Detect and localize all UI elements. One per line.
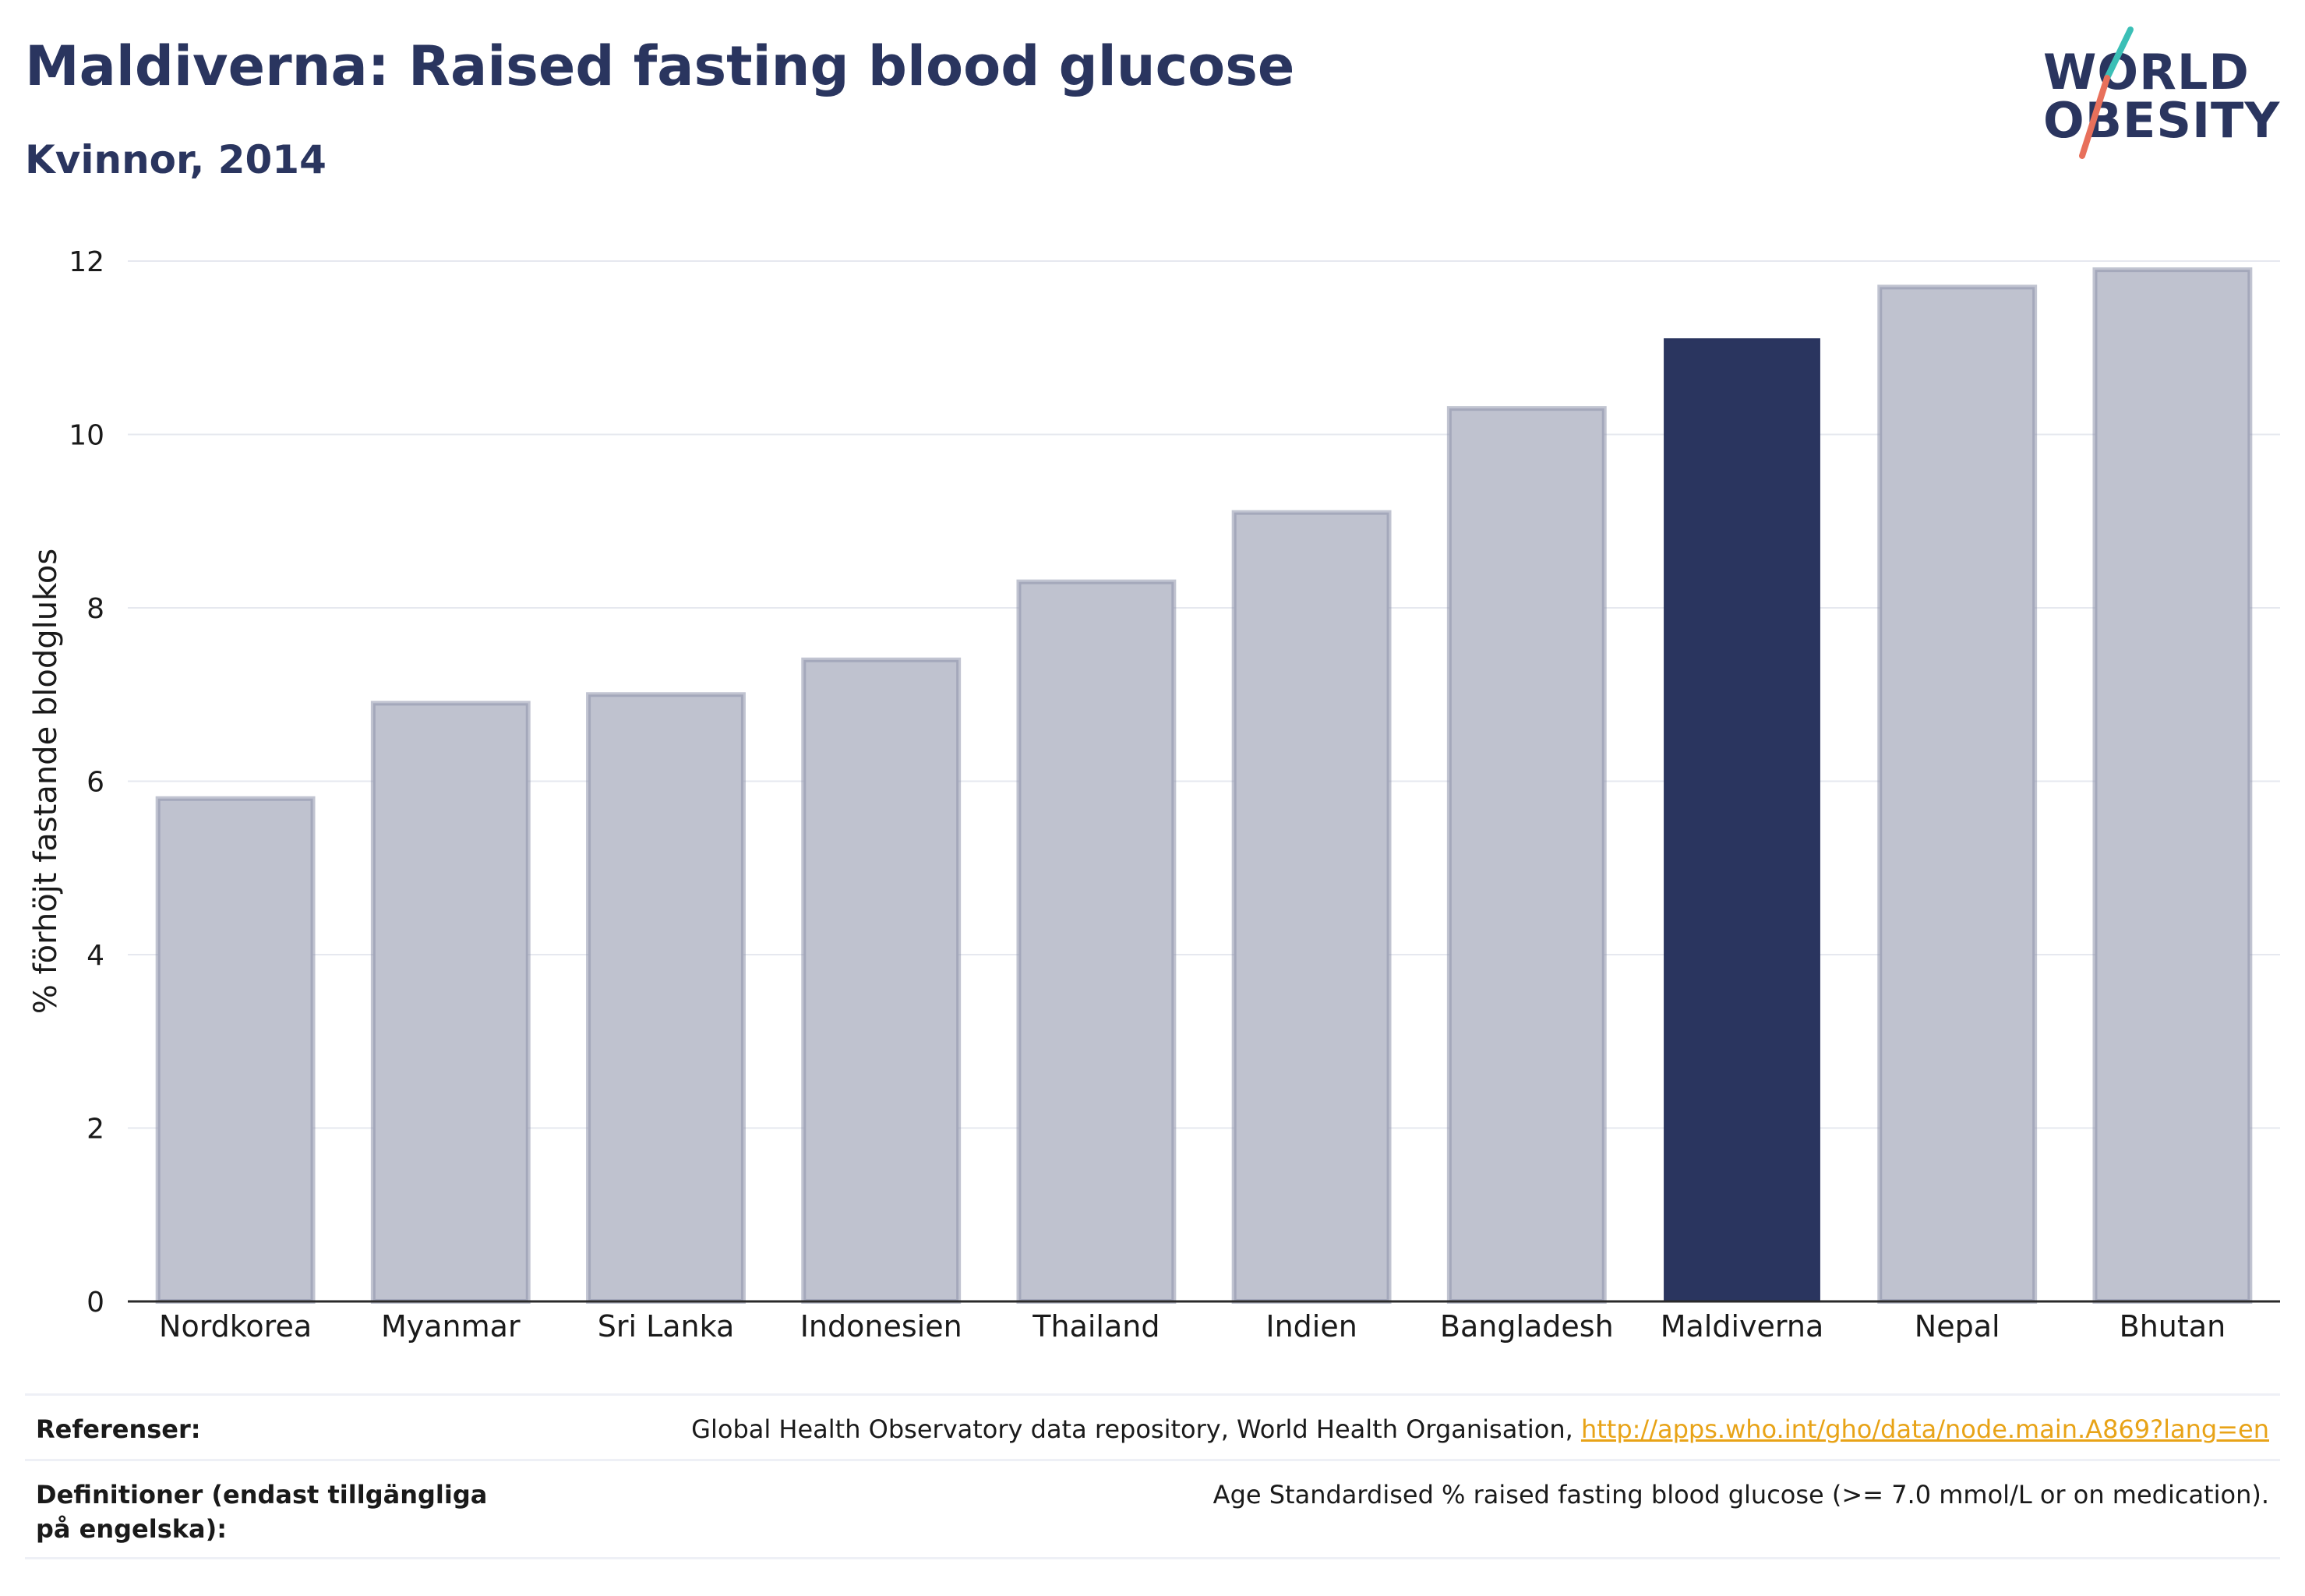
x-tick-label: Sri Lanka (598, 1309, 735, 1344)
x-tick-label: Indien (1265, 1309, 1357, 1344)
footer-divider-top (25, 1393, 2280, 1396)
bar-bhutan (2092, 267, 2253, 1304)
references-label: Referenser: (36, 1414, 201, 1444)
x-tick-label: Bhutan (2120, 1309, 2226, 1344)
references-value: Global Health Observatory data repositor… (691, 1412, 2269, 1446)
bar-maldiverna (1664, 338, 1820, 1302)
footer-divider-bottom (25, 1557, 2280, 1559)
y-tick-label: 6 (86, 767, 104, 799)
y-tick-label: 4 (86, 940, 104, 972)
definitions-value: Age Standardised % raised fasting blood … (1213, 1480, 2269, 1509)
references-text: Global Health Observatory data repositor… (691, 1414, 1581, 1444)
bar-nordkorea (155, 796, 316, 1304)
bar-bangladesh (1446, 406, 1607, 1304)
x-tick-label: Myanmar (381, 1309, 521, 1344)
y-tick-label: 10 (69, 420, 104, 452)
x-tick-label: Bangladesh (1440, 1309, 1614, 1344)
y-tick-label: 0 (86, 1287, 104, 1319)
bar-indonesien (801, 657, 962, 1304)
x-tick-label: Thailand (1032, 1309, 1160, 1344)
references-link[interactable]: http://apps.who.int/gho/data/node.main.A… (1580, 1414, 2269, 1444)
bar-chart: 0 2 4 6 8 10 12 Nordkorea Myanmar Sri Lanka Indone… (28, 246, 2280, 1344)
logo-line-2: OBESITY (2043, 92, 2281, 149)
x-tick-label: Nordkorea (159, 1309, 312, 1344)
logo-line-1: WORLD (2043, 44, 2250, 101)
chart-title: Maldiverna: Raised fasting blood glucose (25, 34, 1295, 98)
x-tick-label: Indonesien (800, 1309, 962, 1344)
footer-divider-middle (25, 1459, 2280, 1461)
y-tick-label: 12 (69, 246, 104, 278)
y-tick-label: 2 (86, 1114, 104, 1146)
definitions-label: Definitioner (endast tillgängliga på eng… (36, 1480, 488, 1544)
bar-myanmar (370, 701, 531, 1304)
bar-sri-lanka (586, 692, 746, 1304)
y-tick-label: 8 (86, 593, 104, 625)
x-tick-label: Nepal (1915, 1309, 2000, 1344)
bar-thailand (1016, 579, 1177, 1304)
bar-indien (1231, 510, 1392, 1304)
x-tick-label: Maldiverna (1661, 1309, 1824, 1344)
bar-nepal (1877, 284, 2038, 1304)
logo-slash-icon (2079, 26, 2134, 159)
y-axis-title: % förhöjt fastande blodglukos (28, 549, 64, 1014)
world-obesity-logo: WORLD OBESITY (2026, 23, 2291, 164)
chart-subtitle: Kvinnor, 2014 (25, 137, 327, 182)
